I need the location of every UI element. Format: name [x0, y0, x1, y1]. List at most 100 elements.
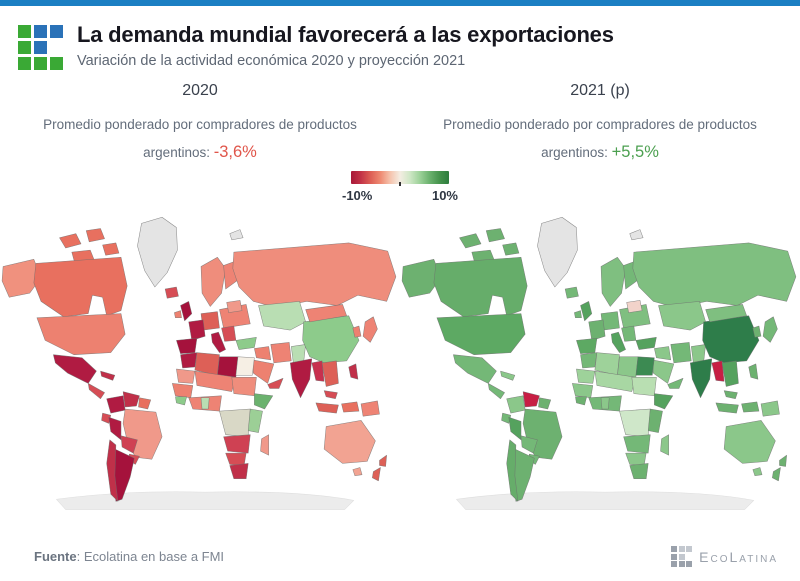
world-map-2020	[0, 207, 400, 515]
region-guinea	[575, 396, 587, 406]
region-eastafrica	[647, 408, 663, 433]
year-label-2021: 2021 (p)	[570, 82, 630, 99]
region-venezuela	[522, 391, 540, 408]
region-iceland	[164, 286, 179, 299]
logo-square	[671, 561, 678, 567]
region-balkans	[221, 325, 237, 342]
region-chad_sudan	[231, 376, 257, 396]
region-russia	[632, 242, 797, 308]
region-uk	[580, 301, 593, 322]
region-egypt	[235, 356, 255, 376]
source-note: Fuente: Ecolatina en base a FMI	[34, 549, 224, 564]
region-usa	[436, 313, 526, 355]
logo-square	[671, 553, 678, 560]
logo-square	[34, 57, 47, 70]
color-scale-legend: -10% 10%	[342, 171, 458, 203]
region-mexico	[53, 354, 97, 384]
region-indochina	[321, 360, 339, 387]
region-greenland	[537, 216, 578, 288]
region-usa	[36, 313, 126, 355]
caption-2021-line2: argentinos: +5,5%	[400, 143, 800, 162]
logo-square	[50, 41, 63, 54]
region-belarus	[626, 300, 643, 313]
region-ecuador	[501, 412, 512, 424]
logo-square	[18, 41, 31, 54]
region-spain	[176, 338, 198, 354]
footer: Fuente: Ecolatina en base a FMI EcoLatin…	[0, 546, 800, 567]
region-malaysia	[723, 390, 738, 400]
region-nz1	[379, 454, 387, 467]
region-sahel	[194, 370, 237, 392]
region-cuba	[500, 370, 516, 381]
region-kazakh	[258, 301, 306, 331]
region-guyanas	[538, 397, 552, 410]
region-bolivia	[120, 435, 138, 454]
region-brazil	[122, 408, 163, 460]
source-label: Fuente	[34, 549, 77, 564]
logo-square	[671, 546, 678, 552]
logo-square	[34, 25, 47, 38]
logo-square	[678, 561, 685, 567]
region-arch1	[459, 233, 482, 249]
region-madagascar	[660, 434, 669, 456]
logo-square	[50, 25, 63, 38]
region-namibia	[625, 452, 647, 466]
region-ethiopia	[654, 393, 674, 410]
region-syria_iraq	[654, 346, 672, 361]
region-angola	[223, 434, 251, 454]
caption-2020-line1: Promedio ponderado por compradores de pr…	[43, 117, 357, 132]
legend-center-tick	[399, 182, 401, 186]
region-nz1	[779, 454, 787, 467]
logo-square	[18, 25, 31, 38]
region-alaska	[401, 259, 442, 298]
column-2020: 2020 Promedio ponderado por compradores …	[0, 82, 400, 162]
region-ethiopia	[254, 393, 274, 410]
weighted-average-2021-value: +5,5%	[611, 143, 659, 161]
world-maps-row	[0, 207, 800, 515]
region-eastafrica	[247, 408, 263, 433]
region-ireland	[174, 310, 182, 319]
region-namibia	[225, 452, 247, 466]
region-philippines	[748, 363, 759, 380]
region-mauritania	[176, 368, 196, 384]
region-colombia	[106, 395, 126, 414]
top-accent-bar	[0, 0, 800, 6]
region-myanmar	[711, 360, 725, 382]
region-libya	[217, 356, 239, 378]
region-mongolia	[305, 304, 347, 323]
region-ghana	[200, 397, 210, 410]
region-iran	[270, 342, 292, 364]
world-map-2020-svg	[1, 216, 397, 510]
region-senegal	[572, 383, 594, 399]
region-morocco	[180, 352, 198, 369]
region-southafrica	[629, 463, 649, 480]
caption-2020-line2: argentinos: -3,6%	[0, 143, 400, 162]
legend-max-label: 10%	[431, 188, 458, 203]
region-centralafrica	[619, 408, 651, 437]
region-indonesia1	[315, 402, 339, 414]
region-iran	[670, 342, 692, 364]
region-greenland	[137, 216, 178, 288]
region-italy	[211, 331, 226, 353]
region-scandinavia	[200, 256, 226, 307]
region-colombia	[506, 395, 526, 414]
region-cuba	[100, 370, 116, 381]
region-newguinea	[360, 400, 380, 417]
caption-2021-line1: Promedio ponderado por compradores de pr…	[443, 117, 757, 132]
logo-square	[34, 41, 47, 54]
logo-square	[678, 546, 685, 552]
ecolatina-wordmark: EcoLatina	[699, 548, 778, 565]
region-ireland	[574, 310, 582, 319]
region-centralamerica	[87, 383, 105, 400]
region-korea	[752, 325, 762, 338]
region-madagascar	[260, 434, 269, 456]
region-tasmania	[352, 467, 363, 476]
region-china	[702, 315, 760, 364]
region-centralafrica	[219, 408, 251, 437]
map-headers-row: 2020 Promedio ponderado por compradores …	[0, 82, 800, 162]
caption-2021-prefix: argentinos:	[541, 145, 612, 160]
ecolatina-brand: EcoLatina	[671, 546, 778, 567]
region-canada	[433, 256, 528, 317]
region-iceland	[564, 286, 579, 299]
region-china	[302, 315, 360, 364]
